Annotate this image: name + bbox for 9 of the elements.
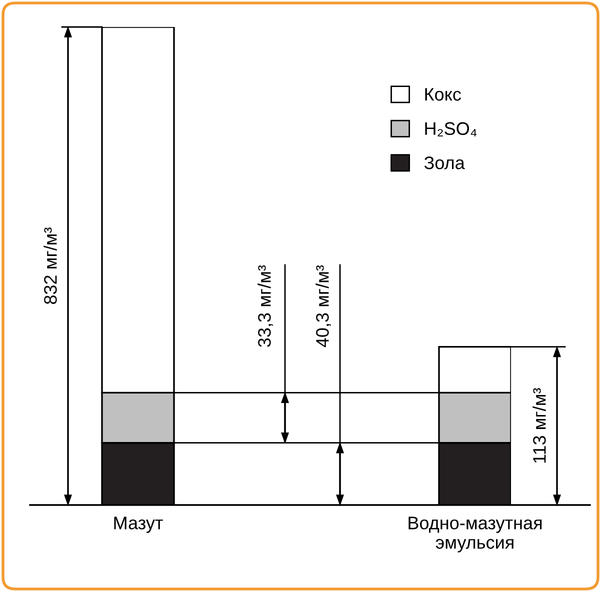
annotation: 40,3 мг/м³ [316,265,331,348]
annotation: 113 мг/м³ [532,388,546,463]
annotation: 832 мг/м³ [44,228,57,304]
legend-label: H₂SO₄ [425,122,477,136]
legend-label: Зола [424,156,465,170]
annotation: 33,3 мг/м³ [258,265,273,347]
x-tick-label: Мазут [114,516,163,533]
x-tick-label: Водно-мазутная эмульсия [408,516,542,552]
legend-label: Кокс [425,88,461,101]
